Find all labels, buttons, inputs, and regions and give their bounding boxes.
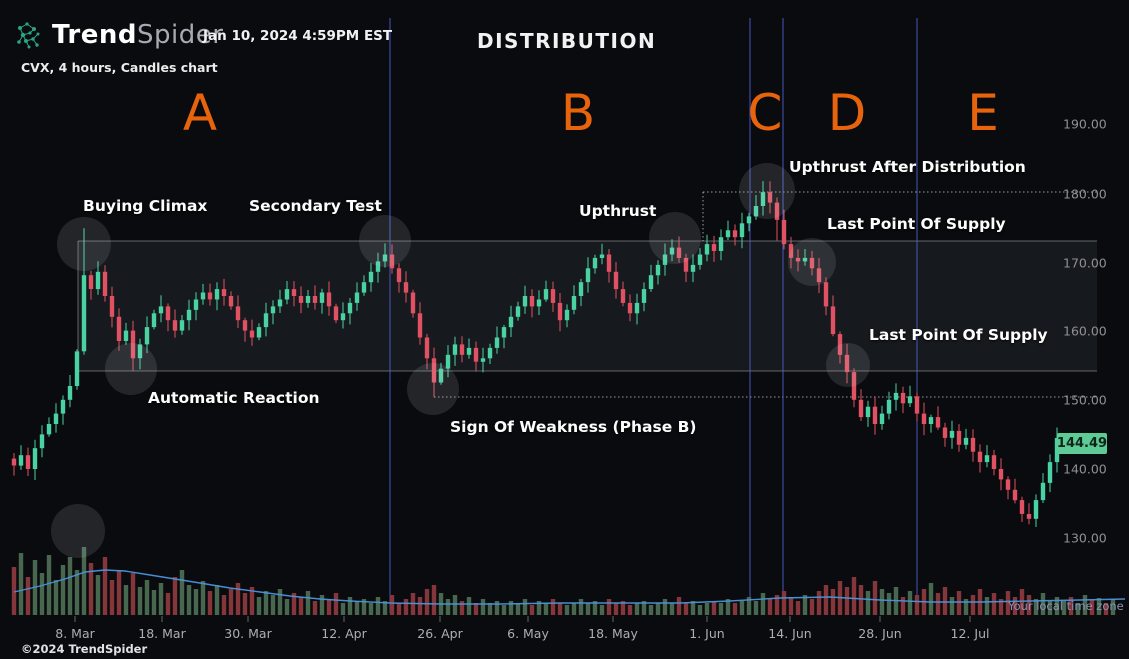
date-label-12-Apr: 12. Apr [321,626,367,641]
chart-timestamp: Jan 10, 2024 4:59PM EST [203,28,393,44]
date-axis[interactable]: 8. Mar 18. Mar 30. Mar 12. Apr 26. Apr 6. May… [0,616,1129,646]
date-label-26-Apr: 26. Apr [417,626,463,641]
phase-label-b: B [560,84,596,142]
price-label-140.00: 140.00 [1063,461,1107,477]
date-label-30-Mar: 30. Mar [224,626,272,641]
brand-logo: TrendSpider [52,20,223,50]
timezone-note: Your local time zone [1008,599,1124,613]
price-label-190.00: 190.00 [1063,116,1107,132]
highlight-circle-upthrust [649,212,701,264]
phase-label-e: E [967,84,999,142]
date-label-12-Jul: 12. Jul [950,626,990,641]
date-label-8-Mar: 8. Mar [55,626,95,641]
annotation-last-point-of-supply: Last Point Of Supply [869,326,1048,344]
highlight-circle-last-point-of-supply-1 [788,238,836,286]
annotation-upthrust: Upthrust [579,202,657,220]
highlight-circle-upthrust-after-distribution [739,163,795,219]
phase-label-a: A [182,84,218,142]
highlight-circle-buying-climax [57,217,111,271]
price-label-150.00: 150.00 [1063,392,1107,408]
highlight-circle-automatic-reaction [105,343,157,395]
date-label-6-May: 6. May [507,626,549,641]
highlight-circle-volume-climax [51,504,105,558]
phase-label-d: D [827,84,867,142]
annotation-last-point-of-supply: Last Point Of Supply [827,215,1006,233]
price-axis[interactable]: 190.00 180.00 170.00 160.00 150.00 140.00 130.… [1055,90,1129,560]
price-label-170.00: 170.00 [1063,255,1107,271]
brand-spider: Spider [136,20,224,50]
price-label-160.00: 160.00 [1063,323,1107,339]
phase-label-c: C [747,84,783,142]
highlight-circle-last-point-of-supply-2 [826,343,870,387]
highlight-circle-sign-of-weakness [407,363,459,415]
brand-trend: Trend [52,20,137,50]
annotation-automatic-reaction: Automatic Reaction [148,389,320,407]
annotation-upthrust-after-distribution: Upthrust After Distribution [789,158,1026,176]
date-label-18-Mar: 18. Mar [138,626,186,641]
date-label-18-May: 18. May [588,626,638,641]
copyright-text: ©2024 TrendSpider [21,642,148,656]
price-label-130.00: 130.00 [1063,530,1107,546]
trendspider-logo-icon [12,18,46,52]
date-label-14-Jun: 14. Jun [768,626,812,641]
date-label-1-Jun: 1. Jun [689,626,725,641]
price-label-180.00: 180.00 [1063,186,1107,202]
chart-title: DISTRIBUTION [477,29,657,53]
highlight-circle-secondary-test [359,215,411,267]
last-price-badge: 144.49 [1057,433,1107,454]
symbol-info: CVX, 4 hours, Candles chart [21,60,218,75]
date-label-28-Jun: 28. Jun [858,626,902,641]
annotation-buying-climax: Buying Climax [83,197,208,215]
annotation-secondary-test: Secondary Test [249,197,382,215]
annotation-sign-of-weakness-phase-b: Sign Of Weakness (Phase B) [450,418,697,436]
